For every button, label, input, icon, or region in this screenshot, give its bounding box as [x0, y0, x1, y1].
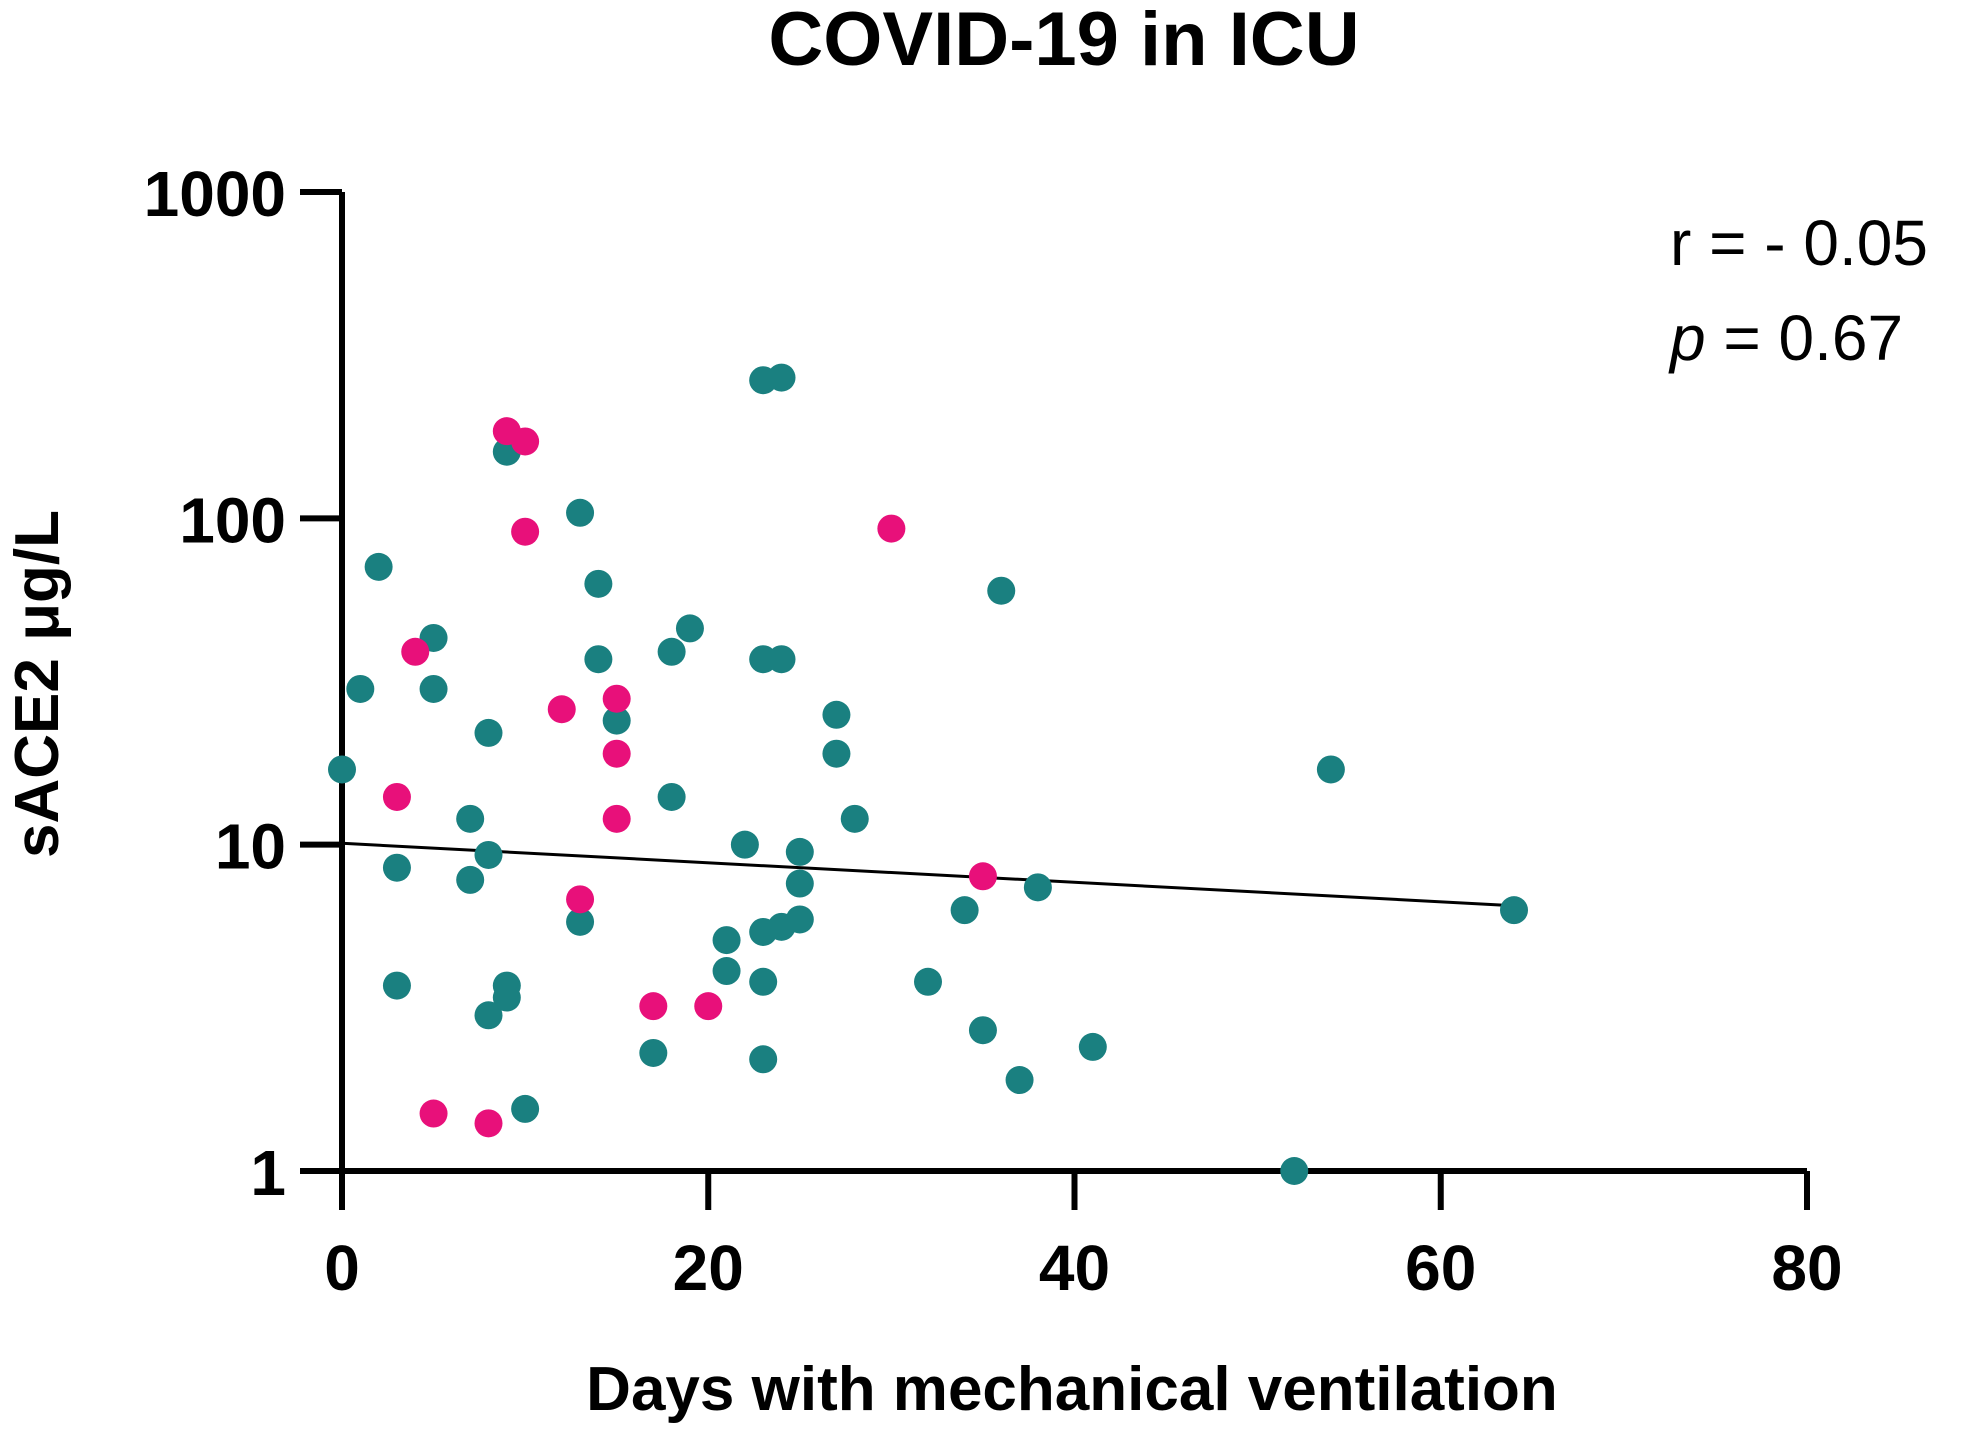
- data-point-teal: [968, 1016, 997, 1045]
- data-point-teal: [1280, 1157, 1309, 1185]
- data-point-teal: [474, 1001, 503, 1030]
- data-point-teal: [1005, 1066, 1034, 1095]
- data-point-teal: [419, 674, 448, 703]
- data-point-teal: [675, 614, 704, 643]
- data-point-teal: [657, 782, 686, 811]
- chart-title: COVID-19 in ICU: [768, 0, 1359, 82]
- data-point-teal: [566, 907, 595, 936]
- regression-line: [341, 841, 1515, 908]
- data-point-pink: [382, 782, 411, 811]
- data-point-teal: [712, 957, 741, 986]
- data-point-teal: [346, 674, 375, 703]
- data-point-teal: [987, 576, 1016, 605]
- data-point-teal: [382, 853, 411, 882]
- data-point-teal: [474, 840, 503, 869]
- data-point-teal: [822, 739, 851, 768]
- data-point-teal: [639, 1038, 668, 1067]
- data-point-teal: [566, 498, 595, 527]
- data-point-teal: [456, 804, 485, 833]
- data-point-teal: [785, 837, 814, 866]
- data-point-pink: [401, 637, 430, 666]
- y-tick-label: 1: [250, 1137, 286, 1209]
- data-point-pink: [639, 992, 668, 1021]
- data-point-pink: [547, 695, 576, 724]
- x-tick-label: 20: [673, 1232, 744, 1304]
- data-point-teal: [1500, 896, 1528, 925]
- data-point-teal: [749, 967, 778, 996]
- x-axis-label: Days with mechanical ventilation: [586, 1355, 1558, 1424]
- data-point-pink: [511, 517, 540, 546]
- data-point-teal: [492, 983, 521, 1012]
- data-point-teal: [474, 718, 503, 747]
- annotation-r: r = - 0.05: [1670, 207, 1928, 279]
- annotation-p-value: = 0.67: [1706, 302, 1904, 374]
- data-point-teal: [382, 971, 411, 1000]
- data-point-teal: [584, 569, 613, 598]
- annotation-p: p = 0.67: [1668, 302, 1903, 374]
- data-point-teal: [767, 363, 796, 392]
- data-point-teal: [584, 645, 613, 674]
- data-points: [328, 363, 1528, 1185]
- data-point-pink: [511, 427, 540, 456]
- data-point-teal: [1078, 1032, 1107, 1061]
- y-axis-ticks: 1 10 100 1000: [144, 158, 342, 1209]
- data-point-pink: [566, 885, 595, 914]
- data-point-teal: [785, 869, 814, 898]
- data-point-pink: [419, 1099, 448, 1128]
- data-point-pink: [602, 804, 631, 833]
- data-point-teal: [914, 967, 942, 996]
- data-point-pink: [877, 514, 906, 543]
- data-point-teal: [712, 926, 741, 955]
- data-point-teal: [767, 645, 796, 674]
- x-tick-label: 60: [1405, 1232, 1476, 1304]
- data-point-teal: [730, 830, 759, 859]
- y-tick-label: 1000: [144, 158, 286, 230]
- y-axis-label: sACE2 μg/L: [3, 510, 72, 858]
- data-point-teal: [602, 706, 631, 735]
- data-point-teal: [840, 804, 869, 833]
- x-tick-label: 80: [1771, 1232, 1842, 1304]
- data-point-teal: [785, 905, 814, 934]
- data-point-pink: [602, 739, 631, 768]
- data-point-teal: [822, 700, 851, 729]
- data-point-teal: [749, 1045, 778, 1074]
- data-point-pink: [694, 992, 723, 1021]
- annotation-p-symbol: p: [1668, 302, 1706, 374]
- x-tick-label: 0: [324, 1232, 360, 1304]
- data-point-teal: [328, 755, 356, 784]
- data-point-teal: [456, 865, 485, 894]
- x-tick-label: 40: [1039, 1232, 1110, 1304]
- data-point-teal: [1023, 873, 1052, 902]
- data-point-teal: [657, 637, 686, 666]
- data-point-pink: [602, 684, 631, 713]
- data-point-pink: [474, 1109, 503, 1138]
- data-point-teal: [1316, 755, 1345, 784]
- x-axis-ticks: 0 20 40 60 80: [324, 1171, 1843, 1304]
- data-point-teal: [511, 1094, 540, 1123]
- data-point-teal: [950, 896, 979, 925]
- y-tick-label: 10: [215, 811, 286, 883]
- data-point-pink: [968, 862, 997, 891]
- data-point-teal: [364, 552, 393, 581]
- y-tick-label: 100: [179, 484, 286, 556]
